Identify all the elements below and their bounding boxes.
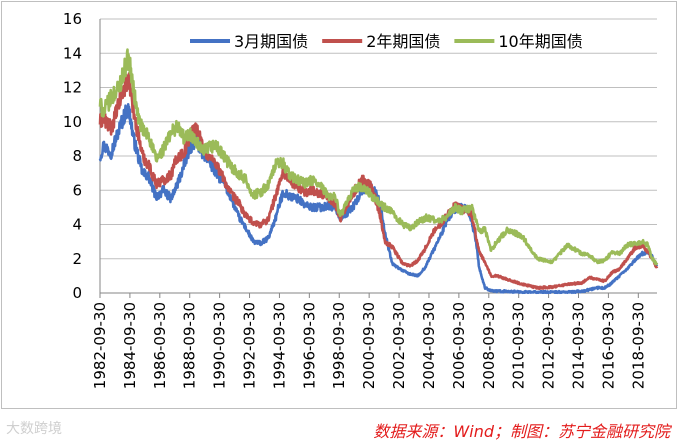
x-tick-label: 1982-09-30 bbox=[91, 302, 109, 389]
x-tick-label: 1994-09-30 bbox=[270, 302, 288, 389]
y-axis-ticks: 0 2 4 6 8 10 12 14 16 bbox=[63, 10, 82, 302]
y-tick-label: 14 bbox=[63, 44, 82, 62]
legend-item-2[interactable]: 2年期国债 bbox=[322, 32, 440, 51]
x-tick-label: 2004-09-30 bbox=[420, 302, 438, 389]
legend-label: 3月期国债 bbox=[234, 32, 308, 51]
x-tick-label: 1986-09-30 bbox=[151, 302, 169, 389]
legend-item-1[interactable]: 3月期国债 bbox=[190, 32, 308, 51]
x-axis-ticks: 1982-09-30 1984-09-30 1986-09-30 1988-09-30… bbox=[91, 302, 647, 389]
legend-item-3[interactable]: 10年期国债 bbox=[454, 32, 583, 51]
y-tick-label: 0 bbox=[72, 284, 82, 302]
series-line-2 bbox=[98, 72, 659, 291]
legend[interactable]: 3月期国债 2年期国债 10年期国债 bbox=[190, 32, 583, 51]
y-tick-label: 2 bbox=[72, 250, 82, 268]
x-tick-label: 1990-09-30 bbox=[211, 302, 229, 389]
y-tick-label: 8 bbox=[72, 147, 82, 165]
y-tick-label: 4 bbox=[72, 216, 82, 234]
x-tick-label: 1984-09-30 bbox=[121, 302, 139, 389]
x-tick-label: 1998-09-30 bbox=[330, 302, 348, 389]
x-tick-label: 1996-09-30 bbox=[300, 302, 318, 389]
x-tick-label: 2006-09-30 bbox=[450, 302, 468, 389]
x-tick-label: 2002-09-30 bbox=[390, 302, 408, 389]
series-lines bbox=[98, 48, 659, 294]
x-tick-label: 2000-09-30 bbox=[360, 302, 378, 389]
legend-label: 2年期国债 bbox=[366, 32, 440, 51]
gridlines bbox=[100, 18, 657, 260]
x-tick-label: 2010-09-30 bbox=[510, 302, 528, 389]
chart-frame bbox=[1, 1, 677, 409]
x-tick-label: 2012-09-30 bbox=[540, 302, 558, 389]
x-tick-label: 2018-09-30 bbox=[629, 302, 647, 389]
legend-label: 10年期国债 bbox=[498, 32, 582, 51]
x-tick-label: 1988-09-30 bbox=[181, 302, 199, 389]
series-line-3 bbox=[98, 48, 659, 266]
x-tick-label: 2008-09-30 bbox=[480, 302, 498, 389]
y-tick-label: 6 bbox=[72, 181, 82, 199]
source-note: 数据来源：Wind；制图：苏宁金融研究院 bbox=[373, 422, 670, 441]
y-tick-label: 10 bbox=[63, 113, 82, 131]
y-tick-label: 12 bbox=[63, 79, 82, 97]
x-tick-label: 2016-09-30 bbox=[599, 302, 617, 389]
watermark: 大数跨境 bbox=[6, 421, 62, 437]
y-tick-label: 16 bbox=[63, 10, 82, 28]
x-tick-label: 2014-09-30 bbox=[569, 302, 587, 389]
x-tick-label: 1992-09-30 bbox=[241, 302, 259, 389]
